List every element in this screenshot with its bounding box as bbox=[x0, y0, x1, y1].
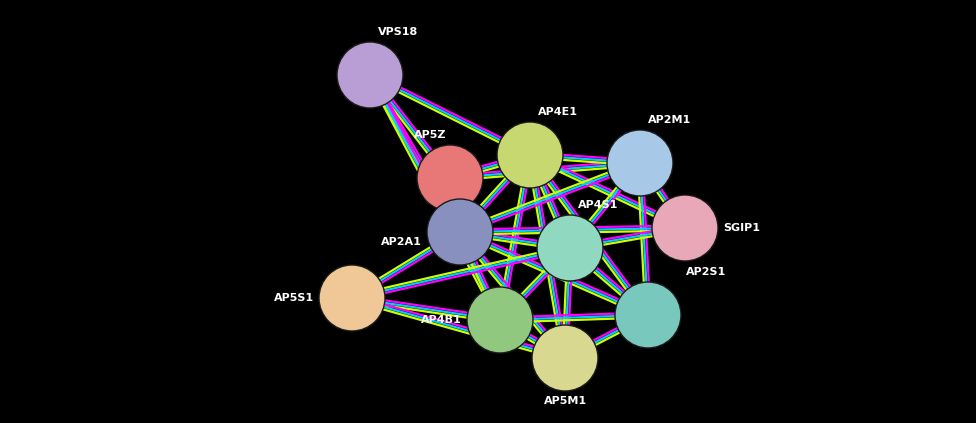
Text: AP5Z: AP5Z bbox=[414, 130, 446, 140]
Text: SGIP1: SGIP1 bbox=[723, 223, 760, 233]
Text: AP4B1: AP4B1 bbox=[422, 315, 462, 325]
Circle shape bbox=[497, 122, 563, 188]
Circle shape bbox=[532, 325, 598, 391]
Text: AP2A1: AP2A1 bbox=[381, 237, 422, 247]
Text: AP4E1: AP4E1 bbox=[538, 107, 578, 117]
Circle shape bbox=[319, 265, 385, 331]
Text: AP2M1: AP2M1 bbox=[648, 115, 691, 125]
Circle shape bbox=[607, 130, 673, 196]
Text: AP5M1: AP5M1 bbox=[544, 396, 587, 406]
Circle shape bbox=[427, 199, 493, 265]
Circle shape bbox=[467, 287, 533, 353]
Text: AP4S1: AP4S1 bbox=[578, 200, 619, 210]
Circle shape bbox=[417, 145, 483, 211]
Text: VPS18: VPS18 bbox=[378, 27, 419, 37]
Circle shape bbox=[337, 42, 403, 108]
Circle shape bbox=[652, 195, 718, 261]
Text: AP2S1: AP2S1 bbox=[686, 267, 726, 277]
Circle shape bbox=[537, 215, 603, 281]
Text: AP5S1: AP5S1 bbox=[274, 293, 314, 303]
Circle shape bbox=[615, 282, 681, 348]
